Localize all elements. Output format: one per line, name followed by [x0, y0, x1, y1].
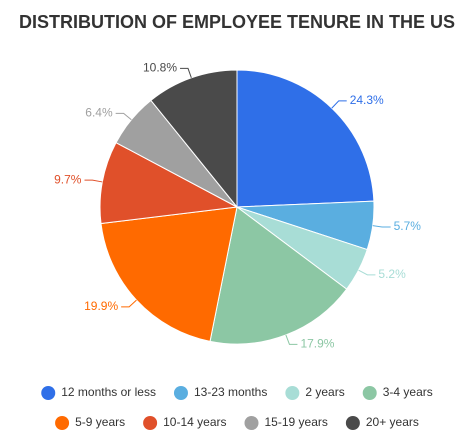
legend-label: 12 months or less	[61, 385, 156, 399]
legend-swatch	[55, 416, 70, 430]
leader-line	[285, 334, 298, 345]
legend-swatch	[244, 416, 259, 430]
leader-line	[331, 100, 347, 109]
leader-line	[121, 299, 137, 308]
data-label: 10.8%	[143, 61, 177, 75]
leader-line	[84, 179, 103, 183]
legend-swatch	[345, 416, 360, 430]
legend-label: 15-19 years	[264, 415, 327, 429]
leader-line	[358, 269, 376, 276]
pie-slice	[209, 206, 348, 345]
data-label: 5.2%	[378, 267, 406, 281]
leader-line	[115, 112, 132, 121]
data-label: 9.7%	[54, 172, 82, 186]
legend-row: 12 months or less 13-23 months 2 years 3-4 …	[41, 385, 433, 400]
legend-swatch	[41, 386, 56, 400]
pie-slice	[236, 69, 375, 208]
legend-label: 10-14 years	[163, 415, 226, 429]
chart-title: DISTRIBUTION OF EMPLOYEE TENURE IN THE U…	[19, 12, 455, 32]
legend-label: 13-23 months	[194, 385, 267, 399]
pie-slice	[150, 69, 238, 209]
legend-label: 3-4 years	[383, 385, 433, 399]
legend-swatch	[285, 386, 300, 400]
pie-slice	[99, 141, 239, 225]
pie-slice	[100, 206, 238, 342]
data-label: 6.4%	[85, 106, 113, 120]
data-label: 24.3%	[350, 93, 384, 107]
data-label: 17.9%	[300, 336, 334, 350]
legend-swatch	[362, 386, 377, 400]
legend-label: 20+ years	[366, 415, 419, 429]
leader-line	[372, 225, 391, 228]
legend-row: 5-9 years 10-14 years 15-19 years 20+ years	[55, 415, 419, 430]
legend-label: 5-9 years	[75, 415, 125, 429]
legend-swatch	[143, 416, 158, 430]
data-label: 19.9%	[84, 299, 118, 313]
legend-label: 2 years	[305, 385, 344, 399]
leader-line	[180, 67, 192, 78]
data-label: 5.7%	[394, 219, 422, 233]
legend-swatch	[173, 386, 188, 400]
